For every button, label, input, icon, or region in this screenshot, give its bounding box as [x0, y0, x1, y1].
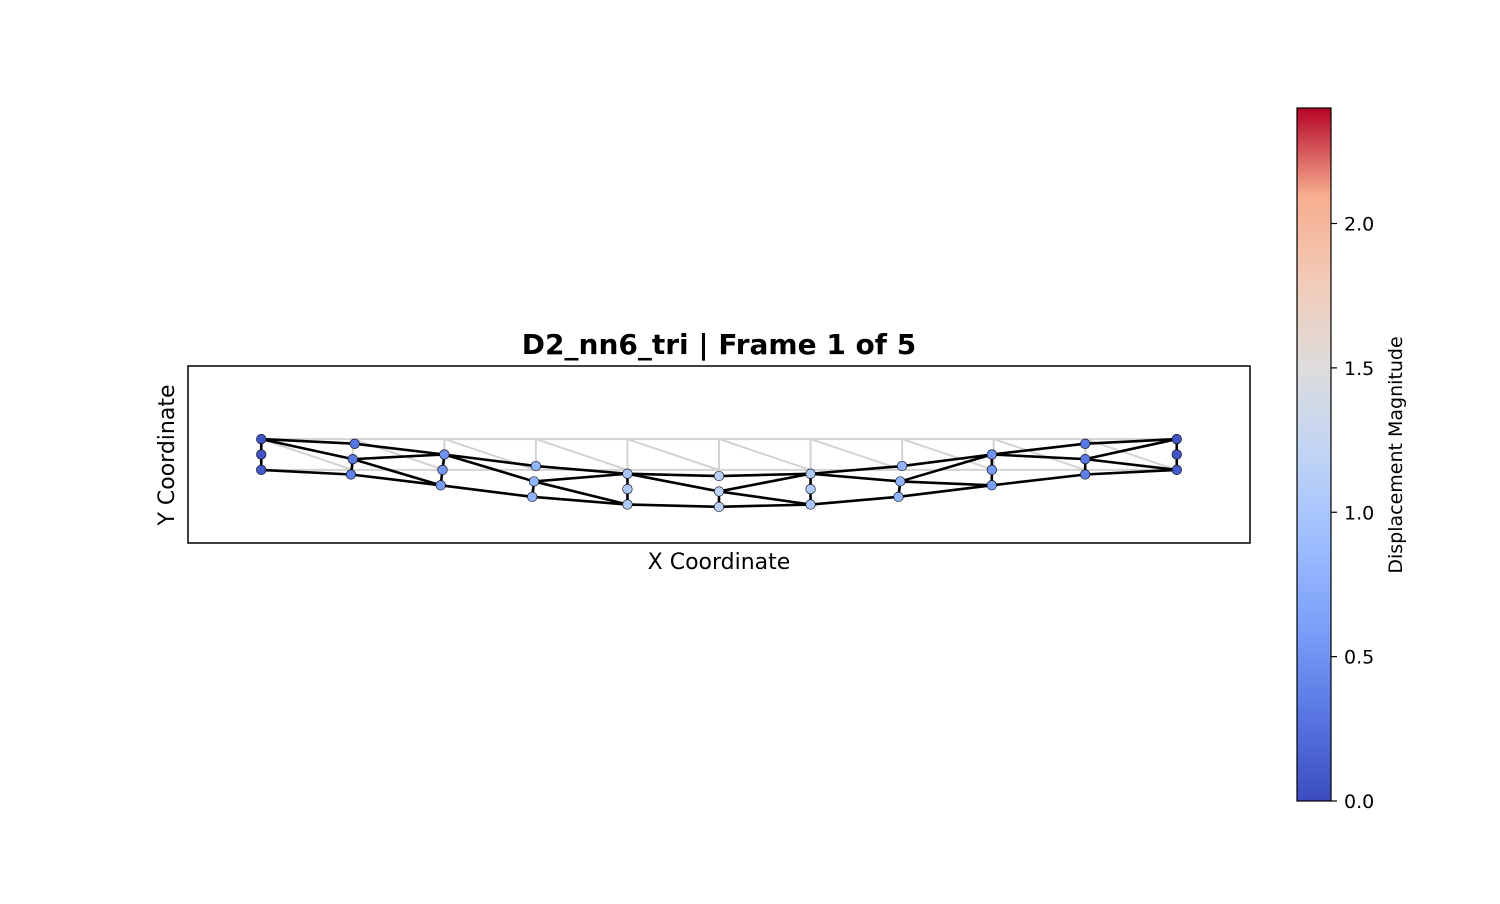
undeformed-edge: [627, 438, 720, 471]
mesh-node: [713, 470, 725, 482]
mesh-node: [805, 499, 816, 510]
mesh-node: [622, 468, 633, 479]
mesh-node: [256, 449, 267, 460]
colorbar-tick-label: 1.5: [1344, 358, 1374, 380]
mesh-node: [805, 468, 816, 479]
undeformed-edge: [993, 438, 1086, 471]
deformed-edge: [718, 472, 811, 493]
deformed-edge: [261, 437, 355, 446]
colorbar-gradient: [1296, 107, 1332, 802]
deformed-edge: [810, 472, 901, 483]
mesh-node: [437, 464, 448, 475]
undeformed-edge: [260, 438, 354, 471]
deformed-edge: [443, 453, 535, 483]
colorbar-tick-label: 2.0: [1344, 214, 1374, 236]
colorbar-ticks: 0.0 0.5 1.0 1.5 2.0: [1331, 214, 1374, 813]
deformed-edge: [444, 453, 537, 468]
mesh-node: [986, 464, 997, 475]
mesh-node: [1080, 454, 1091, 465]
mesh-node: [527, 491, 538, 502]
deformed-edge: [899, 453, 993, 483]
deformed-edge: [1085, 437, 1177, 446]
mesh-node: [986, 449, 997, 460]
mesh-node: [349, 438, 360, 449]
deformed-edge: [991, 442, 1086, 456]
mesh-node: [256, 434, 267, 445]
node-markers: [256, 434, 1182, 512]
plot-frame: [187, 365, 1251, 544]
undeformed-edge: [718, 438, 811, 471]
undeformed-edge: [901, 438, 994, 471]
deformed-edge: [260, 437, 354, 461]
plot-area: [187, 365, 1251, 544]
mesh-node: [347, 454, 358, 465]
mesh-node: [895, 476, 906, 487]
deformed-edge: [1084, 437, 1178, 461]
deformed-edge: [627, 503, 720, 509]
deformed-edge: [900, 480, 992, 487]
mesh-node: [528, 476, 540, 487]
colorbar-label: Displacement Magnitude: [1385, 336, 1407, 573]
deformed-edge: [354, 442, 445, 456]
mesh-node: [1080, 469, 1091, 480]
mesh-node: [1171, 434, 1182, 445]
deformed-edge: [991, 453, 1086, 461]
deformed-edge: [627, 472, 720, 478]
deformed-edge: [718, 490, 811, 506]
undeformed-edge: [535, 438, 628, 471]
chart-title: D2_nn6_tri | Frame 1 of 5: [522, 328, 916, 361]
deformed-edge: [1085, 457, 1177, 472]
colorbar: 0.0 0.5 1.0 1.5 2.0 Displacement Magnitude: [1296, 107, 1407, 813]
mesh-node: [805, 484, 816, 495]
mesh-node: [1171, 464, 1182, 475]
deformed-mesh: [259, 437, 1179, 509]
colorbar-tick-label: 0.5: [1344, 647, 1374, 669]
mesh-node: [713, 501, 725, 512]
mesh-node: [1171, 449, 1182, 460]
mesh-node: [622, 499, 633, 510]
deformed-edge: [535, 464, 628, 476]
colorbar-tick-label: 0.0: [1344, 791, 1374, 813]
mesh-node: [435, 480, 446, 491]
deformed-edge: [352, 457, 442, 487]
deformed-edge: [533, 472, 628, 483]
mesh-node: [893, 491, 904, 502]
deformed-edge: [350, 473, 441, 487]
y-axis-label: Y Coordinate: [155, 384, 180, 526]
deformed-edge: [810, 495, 899, 506]
undeformed-edge: [810, 438, 903, 471]
mesh-node: [1080, 438, 1091, 449]
deformed-edge: [627, 472, 720, 493]
deformed-edge: [261, 468, 352, 476]
deformed-edge: [718, 472, 811, 478]
deformed-edge: [440, 483, 533, 499]
mesh-node: [530, 460, 541, 472]
deformed-edge: [352, 453, 445, 461]
mesh-node: [439, 449, 450, 460]
x-axis-label: X Coordinate: [648, 550, 791, 575]
mesh-node: [256, 464, 267, 475]
deformed-edge: [533, 480, 628, 506]
deformed-edge: [991, 473, 1086, 487]
mesh-node: [897, 460, 908, 472]
deformed-edge: [898, 483, 992, 499]
mesh-node: [622, 484, 633, 495]
mesh-node: [345, 469, 357, 480]
deformed-edge: [532, 495, 628, 506]
colorbar-tick-label: 1.0: [1344, 502, 1374, 524]
deformed-edge: [810, 464, 903, 476]
deformed-edge: [1085, 468, 1177, 476]
deformed-edge: [718, 503, 811, 509]
mesh-node: [713, 486, 725, 497]
mesh-node: [986, 480, 997, 491]
deformed-edge: [901, 453, 992, 468]
